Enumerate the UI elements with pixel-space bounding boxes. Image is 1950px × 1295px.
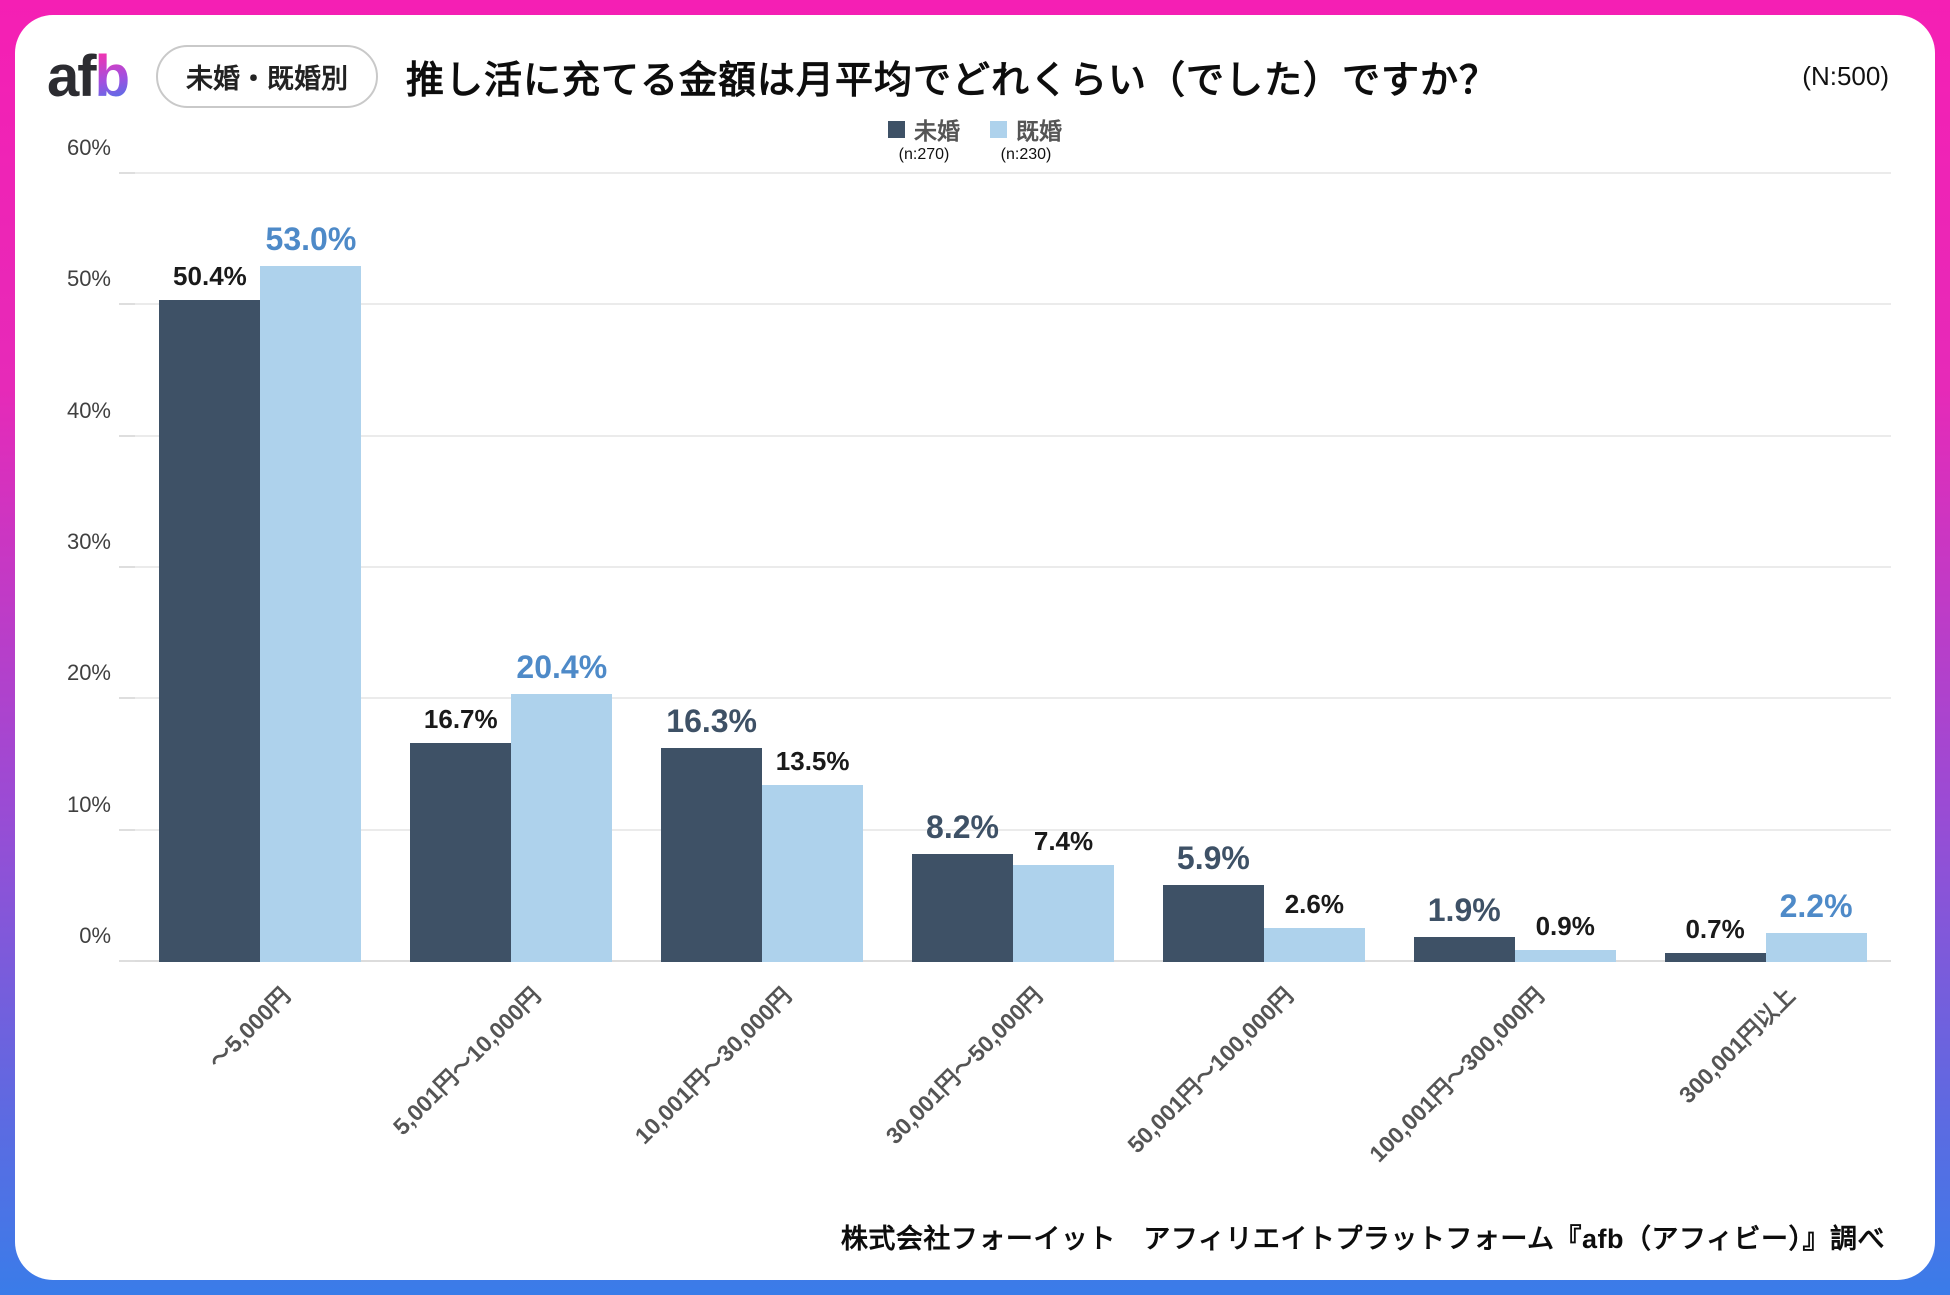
value-label-married: 2.2%	[1779, 888, 1853, 925]
bar-group: 1.9% 0.9%	[1389, 174, 1640, 962]
bar-unmarried: 8.2%	[912, 809, 1013, 962]
gridline	[135, 434, 1891, 437]
value-label-married: 13.5%	[775, 745, 850, 776]
x-axis-label-text: 5,001円～10,000円	[388, 982, 546, 1140]
gridline	[135, 566, 1891, 568]
bar-married: 13.5%	[762, 746, 864, 962]
chart-card: afb 未婚・既婚別 推し活に充てる金額は月平均でどれくらい（でした）ですか？ …	[15, 15, 1935, 1280]
plot-area: 0% 10% 20% 30% 40% 50% 60% 50.4% 53.0% 16.7% 20.4%…	[67, 135, 1891, 962]
bar-group: 0.7% 2.2%	[1640, 174, 1891, 962]
bar-married: 20.4%	[511, 649, 613, 962]
source-credit: 株式会社フォーイット アフィリエイトプラットフォーム『afb（アフィビー）』調べ	[840, 1224, 1885, 1254]
bar-group: 50.4% 53.0%	[135, 174, 386, 962]
y-axis-tick-label: 10%	[66, 791, 111, 817]
bar-unmarried: 1.9%	[1413, 892, 1515, 962]
x-axis-label-text: 50,001円～100,000円	[1122, 982, 1299, 1158]
y-axis-tick-label: 0%	[79, 923, 111, 948]
value-label-unmarried: 50.4%	[173, 261, 247, 292]
value-label-married: 2.6%	[1284, 888, 1344, 919]
value-label-unmarried: 16.3%	[666, 702, 758, 739]
value-label-unmarried: 8.2%	[926, 809, 999, 846]
legend-count: (n:270)	[898, 146, 950, 163]
y-axis-tick-label: 40%	[66, 397, 111, 423]
legend: 未婚 (n:270) 既婚 (n:230)	[15, 112, 1935, 164]
bar-married: 2.6%	[1263, 889, 1365, 962]
gridline	[135, 697, 1891, 700]
bar-married: 53.0%	[260, 221, 362, 962]
value-label-married: 20.4%	[516, 649, 608, 686]
legend-label: 既婚	[1016, 118, 1062, 144]
legend-item-unmarried: 未婚 (n:270)	[888, 112, 960, 164]
bar-group: 16.3% 13.5%	[637, 174, 888, 962]
gridline	[135, 172, 1891, 174]
header: afb 未婚・既婚別 推し活に充てる金額は月平均でどれくらい（でした）ですか？ …	[15, 15, 1935, 108]
y-axis-tick	[119, 172, 135, 174]
bar-unmarried: 0.7%	[1664, 914, 1766, 962]
bar-group: 8.2% 7.4%	[888, 174, 1139, 962]
bar-unmarried: 5.9%	[1162, 840, 1264, 962]
logo-af: af	[47, 43, 97, 109]
bar-married: 7.4%	[1013, 826, 1114, 962]
bar-married: 2.2%	[1765, 888, 1867, 962]
category-badge: 未婚・既婚別	[156, 45, 379, 108]
y-axis-tick-label: 60%	[66, 135, 111, 160]
y-axis-tick-label: 50%	[66, 266, 111, 292]
bar-group: 5.9% 2.6%	[1138, 174, 1389, 962]
legend-entry: 既婚	[990, 112, 1062, 146]
legend-count: (n:230)	[1000, 146, 1052, 163]
value-label-married: 53.0%	[265, 220, 357, 257]
logo-b: b	[94, 43, 130, 109]
legend-swatch-icon	[990, 120, 1007, 138]
value-label-unmarried: 0.7%	[1685, 913, 1745, 944]
x-axis-labels: ～5,000円 5,001円～10,000円 10,001円～30,000円 30,0…	[135, 962, 1891, 1180]
legend-item-married: 既婚 (n:230)	[990, 112, 1062, 164]
page-title: 推し活に充てる金額は月平均でどれくらい（でした）ですか？	[406, 60, 1499, 102]
y-axis-tick	[119, 566, 135, 568]
gridline	[135, 828, 1891, 831]
bar-unmarried: 50.4%	[159, 261, 261, 962]
x-axis-label-text: 100,001円～300,000円	[1364, 982, 1550, 1167]
x-axis-label-text: 30,001円～50,000円	[880, 982, 1048, 1149]
bar-married: 0.9%	[1514, 911, 1616, 962]
value-label-unmarried: 5.9%	[1176, 839, 1250, 876]
y-axis-tick	[119, 697, 135, 700]
x-axis-label-text: 300,001円以上	[1674, 982, 1801, 1109]
bar-groups: 50.4% 53.0% 16.7% 20.4% 16.3% 13.5% 8.2% 7.4% 5.…	[135, 174, 1891, 962]
bar-unmarried: 16.3%	[661, 703, 763, 962]
bar-unmarried: 16.7%	[410, 704, 512, 962]
x-axis-label-text: 10,001円～30,000円	[630, 982, 797, 1149]
legend-entry: 未婚	[888, 112, 960, 146]
x-axis-label-text: ～5,000円	[203, 982, 296, 1074]
value-label-unmarried: 1.9%	[1427, 892, 1501, 929]
y-axis-tick-label: 30%	[66, 529, 111, 554]
bar-group: 16.7% 20.4%	[386, 174, 637, 962]
value-label-married: 0.9%	[1535, 911, 1595, 942]
afb-logo: afb	[47, 47, 130, 106]
y-axis-tick-label: 20%	[66, 660, 111, 686]
gridline	[135, 303, 1891, 306]
value-label-unmarried: 16.7%	[423, 703, 498, 734]
y-axis-tick	[119, 434, 135, 437]
bar-chart: 0% 10% 20% 30% 40% 50% 60% 50.4% 53.0% 16.7% 20.4%…	[47, 135, 1891, 1180]
y-axis-tick	[119, 828, 135, 831]
sample-size: (N:500)	[1802, 61, 1889, 91]
value-label-married: 7.4%	[1033, 825, 1094, 856]
legend-swatch-icon	[888, 120, 905, 138]
y-axis-tick	[119, 303, 135, 306]
legend-label: 未婚	[914, 118, 960, 144]
y-axis-tick	[119, 960, 135, 962]
